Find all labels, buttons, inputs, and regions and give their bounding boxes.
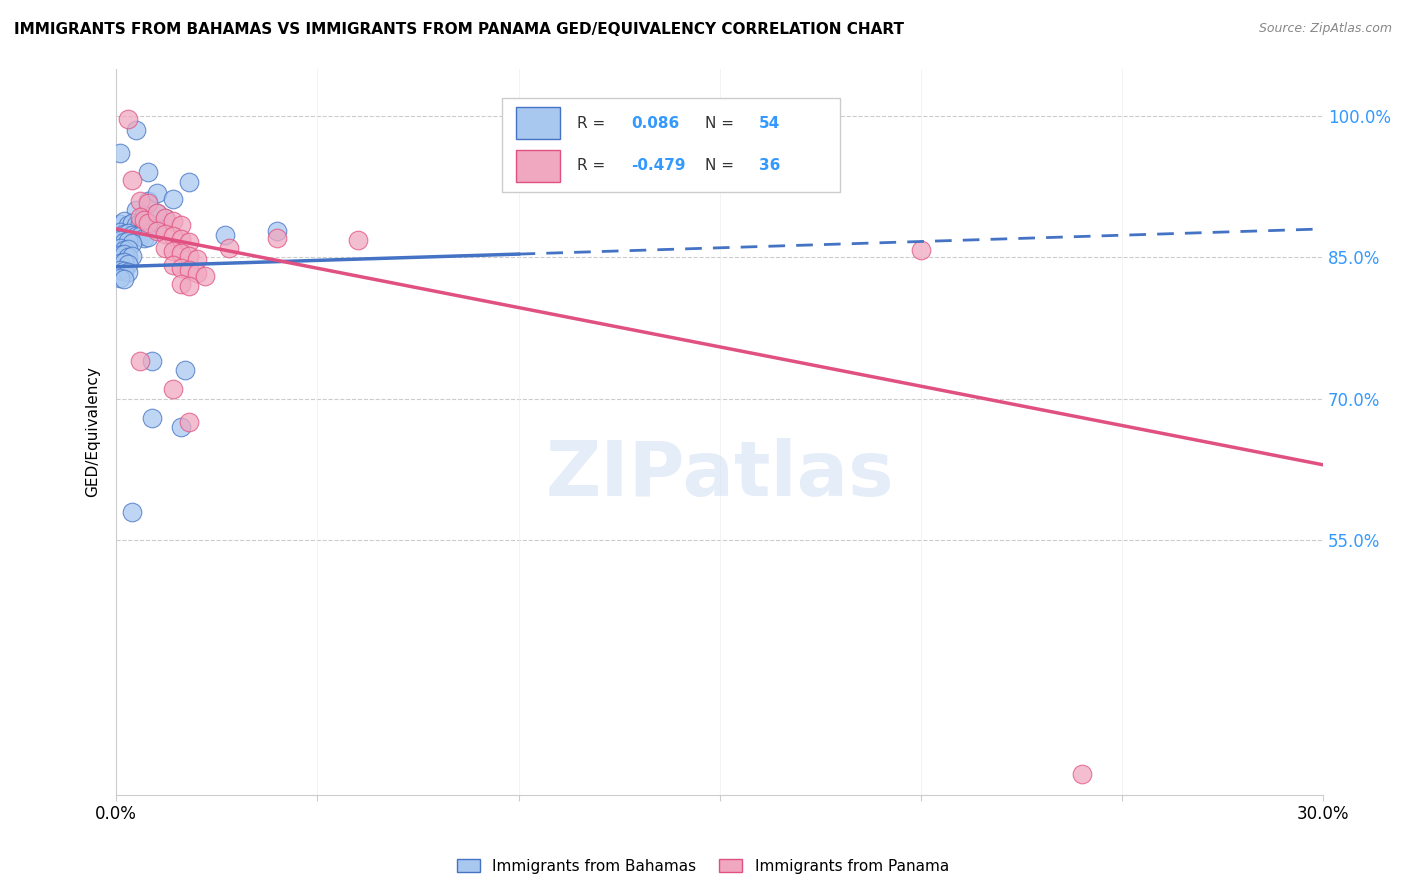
Text: IMMIGRANTS FROM BAHAMAS VS IMMIGRANTS FROM PANAMA GED/EQUIVALENCY CORRELATION CH: IMMIGRANTS FROM BAHAMAS VS IMMIGRANTS FR… bbox=[14, 22, 904, 37]
Point bbox=[117, 218, 139, 232]
Point bbox=[110, 225, 132, 239]
Point bbox=[117, 265, 139, 279]
Point bbox=[153, 241, 176, 255]
Point bbox=[134, 213, 156, 227]
Point bbox=[145, 222, 167, 236]
Point bbox=[169, 277, 191, 291]
Point bbox=[169, 420, 191, 434]
Point bbox=[138, 165, 160, 179]
Point bbox=[214, 227, 236, 242]
Point bbox=[110, 241, 132, 255]
Point bbox=[186, 266, 208, 280]
Point bbox=[153, 211, 176, 225]
Point bbox=[110, 217, 132, 231]
Point bbox=[125, 123, 148, 137]
Point bbox=[177, 235, 200, 249]
Point bbox=[177, 249, 200, 263]
Point bbox=[117, 112, 139, 126]
Point bbox=[138, 230, 160, 244]
Point bbox=[145, 206, 167, 220]
Point bbox=[121, 173, 143, 187]
Point bbox=[110, 146, 132, 161]
Point bbox=[145, 186, 167, 200]
Point bbox=[162, 229, 184, 244]
Point bbox=[138, 194, 160, 208]
Point bbox=[125, 202, 148, 217]
Point bbox=[177, 279, 200, 293]
Legend: Immigrants from Bahamas, Immigrants from Panama: Immigrants from Bahamas, Immigrants from… bbox=[451, 853, 955, 880]
Point bbox=[110, 263, 132, 277]
Point bbox=[112, 247, 135, 261]
Point bbox=[110, 248, 132, 262]
Point bbox=[138, 216, 160, 230]
Point bbox=[134, 220, 156, 235]
Point bbox=[162, 382, 184, 396]
Point bbox=[177, 175, 200, 189]
Point bbox=[129, 354, 152, 368]
Point bbox=[110, 271, 132, 285]
Point bbox=[117, 226, 139, 240]
Point bbox=[910, 243, 932, 257]
Point bbox=[145, 224, 167, 238]
Point bbox=[162, 214, 184, 228]
Point bbox=[266, 231, 288, 245]
Point bbox=[169, 246, 191, 260]
Point bbox=[138, 196, 160, 211]
Point bbox=[162, 192, 184, 206]
Point bbox=[145, 206, 167, 220]
Point bbox=[134, 231, 156, 245]
Text: Source: ZipAtlas.com: Source: ZipAtlas.com bbox=[1258, 22, 1392, 36]
Point bbox=[112, 272, 135, 286]
Text: ZIPatlas: ZIPatlas bbox=[546, 438, 894, 512]
Point bbox=[138, 219, 160, 233]
Point bbox=[110, 256, 132, 270]
Y-axis label: GED/Equivalency: GED/Equivalency bbox=[86, 367, 100, 497]
Point bbox=[125, 218, 148, 232]
Point bbox=[346, 233, 368, 247]
Point bbox=[141, 354, 163, 368]
Point bbox=[129, 210, 152, 224]
Point bbox=[162, 258, 184, 272]
Point bbox=[177, 263, 200, 277]
Point bbox=[169, 232, 191, 246]
Point bbox=[129, 194, 152, 208]
Point bbox=[186, 252, 208, 266]
Point bbox=[121, 505, 143, 519]
Point bbox=[121, 249, 143, 263]
Point bbox=[125, 228, 148, 243]
Point bbox=[266, 224, 288, 238]
Point bbox=[112, 227, 135, 241]
Point bbox=[117, 257, 139, 271]
Point bbox=[112, 264, 135, 278]
Point bbox=[112, 235, 135, 249]
Point bbox=[121, 236, 143, 251]
Point bbox=[153, 211, 176, 225]
Point bbox=[112, 243, 135, 257]
Point bbox=[117, 250, 139, 264]
Point bbox=[117, 234, 139, 248]
Point bbox=[112, 255, 135, 269]
Point bbox=[162, 244, 184, 258]
Point bbox=[141, 410, 163, 425]
Point bbox=[169, 260, 191, 275]
Point bbox=[134, 208, 156, 222]
Point bbox=[173, 363, 195, 377]
Point bbox=[218, 241, 240, 255]
Point bbox=[117, 242, 139, 256]
Point bbox=[112, 214, 135, 228]
Point bbox=[153, 227, 176, 241]
Point bbox=[121, 216, 143, 230]
Point bbox=[194, 269, 217, 284]
Point bbox=[177, 415, 200, 429]
Point bbox=[121, 227, 143, 242]
Point bbox=[129, 229, 152, 244]
Point bbox=[169, 218, 191, 232]
Point bbox=[110, 233, 132, 247]
Point bbox=[129, 216, 152, 230]
Point bbox=[1070, 767, 1092, 781]
